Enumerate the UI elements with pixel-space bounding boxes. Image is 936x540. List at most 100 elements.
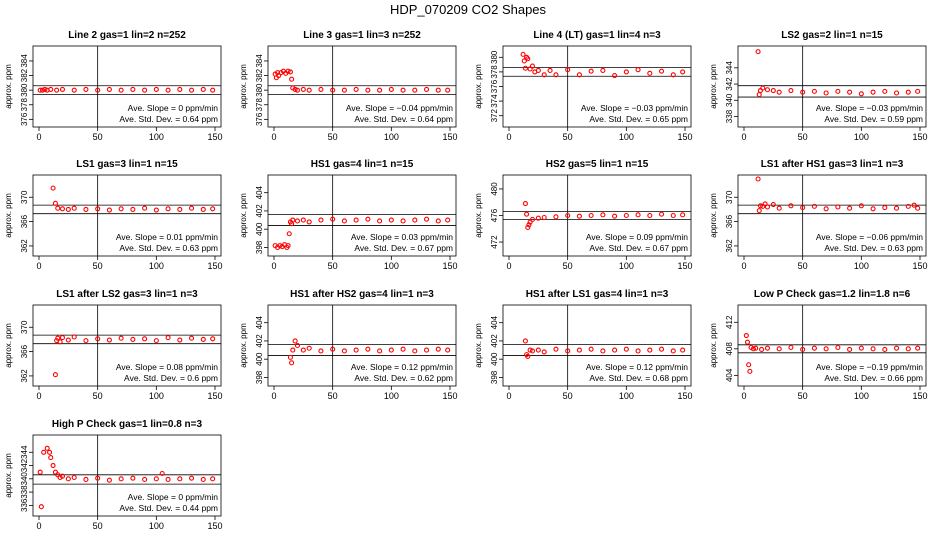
data-point — [764, 87, 771, 93]
data-point — [680, 69, 686, 75]
y-axis-label: approx. ppm — [239, 193, 248, 238]
data-point — [59, 473, 66, 479]
stddev-annotation: Ave. Std. Dev. = 0.63 ppm — [824, 243, 923, 253]
x-tick-label: 0 — [36, 521, 41, 531]
data-point — [811, 345, 817, 351]
data-point — [658, 68, 665, 74]
x-tick-label: 0 — [36, 261, 41, 271]
data-point — [289, 76, 295, 82]
x-tick-label: 50 — [563, 261, 573, 271]
stddev-annotation: Ave. Std. Dev. = 0.63 ppm — [119, 243, 218, 253]
y-axis-label: approx. ppm — [4, 193, 13, 238]
y-tick-label: 370 — [725, 190, 734, 204]
data-point — [330, 87, 336, 93]
data-point — [95, 336, 101, 342]
y-tick-label: 404 — [725, 368, 734, 382]
chart-title: LS1 gas=3 lin=1 n=15 — [76, 159, 178, 170]
data-point — [647, 347, 653, 353]
data-point — [106, 86, 112, 92]
data-point — [658, 211, 665, 217]
data-point — [200, 336, 206, 342]
data-point — [330, 216, 336, 222]
chart-panel: LS2 gas=2 lin=1 n=15 0 50 100 150 338 340 342 34… — [709, 30, 928, 142]
y-tick-label: 380 — [255, 83, 264, 97]
y-tick-label: 336 — [20, 498, 29, 512]
y-tick-label: 398 — [255, 370, 264, 384]
data-point — [42, 86, 48, 92]
data-point — [647, 212, 653, 219]
data-point — [905, 346, 911, 352]
plot-frame — [32, 174, 222, 257]
data-point — [306, 87, 312, 93]
data-point — [341, 87, 347, 93]
data-point — [658, 346, 665, 352]
slope-annotation: Ave. Slope = −0.03 ppm/min — [581, 103, 688, 113]
chart-title: Line 4 (LT) gas=1 lin=4 n=3 — [533, 30, 661, 41]
data-point — [588, 68, 594, 74]
data-point — [48, 86, 54, 92]
data-point — [753, 345, 759, 351]
data-point — [770, 88, 776, 94]
y-axis-label: approx. ppm — [4, 323, 13, 368]
y-tick-label: 472 — [490, 235, 499, 249]
data-point — [142, 336, 148, 342]
data-point — [210, 336, 216, 342]
data-point — [48, 455, 54, 461]
chart-title: HS1 after HS2 gas=4 lin=1 n=3 — [290, 289, 434, 300]
data-point — [522, 338, 528, 344]
data-point — [755, 176, 761, 182]
data-point — [188, 205, 195, 211]
data-point — [285, 68, 291, 74]
data-point — [847, 205, 853, 211]
y-tick-label: 342 — [20, 458, 29, 472]
x-tick-label: 0 — [36, 391, 41, 401]
data-point — [377, 218, 383, 224]
data-point — [770, 202, 776, 208]
y-tick-label: 362 — [725, 239, 734, 253]
stddev-annotation: Ave. Std. Dev. = 0.44 ppm — [119, 503, 218, 513]
data-point — [95, 206, 101, 212]
x-tick-label: 100 — [149, 521, 164, 531]
slope-annotation: Ave. Slope = 0.03 ppm/min — [351, 232, 453, 242]
y-axis-label: approx. ppm — [4, 64, 13, 109]
data-point — [285, 243, 291, 249]
page-title: HDP_070209 CO2 Shapes — [389, 2, 547, 17]
data-point — [670, 348, 676, 354]
data-point — [330, 346, 336, 352]
data-point — [177, 86, 183, 92]
y-tick-label: 384 — [255, 54, 264, 68]
data-point — [118, 87, 124, 93]
x-tick-label: 0 — [271, 132, 276, 142]
data-point — [290, 347, 296, 353]
x-tick-label: 150 — [677, 391, 692, 401]
data-point — [600, 212, 606, 218]
data-point — [130, 336, 136, 342]
data-point — [286, 231, 292, 237]
data-point — [423, 347, 430, 353]
data-point — [521, 58, 527, 64]
slope-annotation: Ave. Slope = 0 ppm/min — [128, 103, 219, 113]
y-tick-label: 400 — [490, 352, 499, 366]
data-point — [55, 205, 61, 211]
y-tick-label: 380 — [20, 83, 29, 97]
data-point — [535, 67, 541, 73]
data-point — [755, 49, 761, 55]
x-tick-label: 100 — [854, 132, 869, 142]
data-point — [210, 87, 216, 93]
data-point — [576, 72, 582, 78]
data-point — [106, 207, 112, 213]
data-point — [670, 72, 676, 78]
data-point — [165, 476, 171, 483]
data-point — [858, 203, 864, 209]
stddev-annotation: Ave. Std. Dev. = 0.62 ppm — [354, 373, 453, 383]
data-point — [287, 354, 293, 360]
data-point — [365, 346, 371, 352]
data-point — [153, 338, 159, 344]
x-tick-label: 100 — [384, 132, 399, 142]
y-tick-label: 404 — [255, 185, 264, 199]
y-tick-label: 398 — [255, 240, 264, 254]
data-point — [52, 372, 58, 378]
x-tick-label: 0 — [271, 391, 276, 401]
data-point — [527, 347, 533, 353]
y-axis-label: approx. ppm — [474, 64, 483, 109]
